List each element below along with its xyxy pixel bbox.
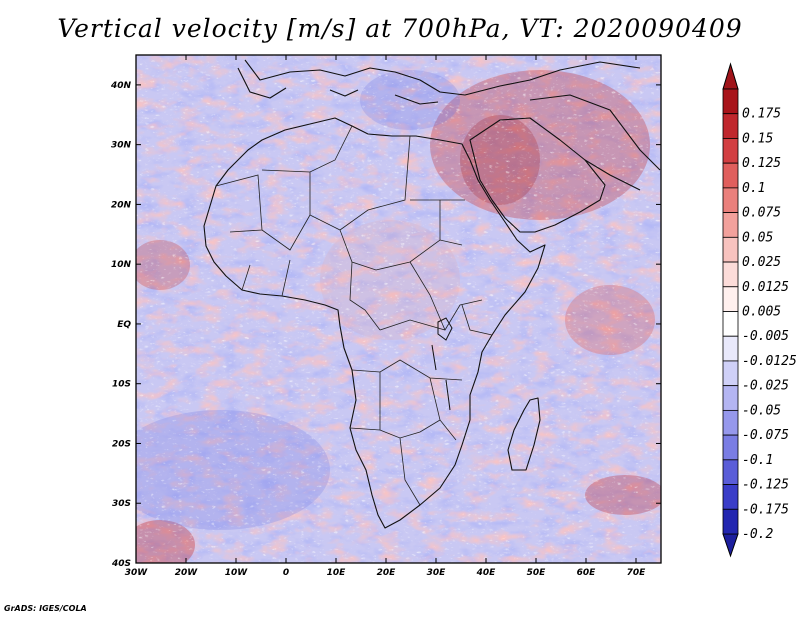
lon-tick-label: 40E — [476, 568, 497, 578]
colorbar-swatch — [722, 409, 739, 436]
colorbar-swatch — [722, 360, 739, 387]
colorbar-label: -0.1 — [742, 453, 773, 468]
lon-tick-label: 10W — [225, 568, 249, 578]
lon-tick-label: 10E — [327, 568, 347, 578]
colorbar-label: 0.175 — [742, 107, 781, 122]
colorbar-swatch — [722, 162, 739, 189]
colorbar-label: 0.005 — [742, 305, 781, 320]
lat-tick-label: 20N — [111, 200, 132, 210]
country-borders — [215, 125, 493, 506]
colorbar-swatch — [722, 311, 739, 337]
colorbar-label: 0.075 — [742, 206, 781, 221]
colorbar-swatch — [722, 459, 739, 485]
lon-tick-label: 70E — [627, 568, 647, 578]
lon-tick-label: 60E — [577, 568, 597, 578]
colorbar-swatch — [722, 113, 739, 139]
colorbar-top-arrow — [722, 62, 739, 90]
lakes — [431, 317, 453, 411]
colorbar-label: 0.125 — [742, 156, 781, 171]
colorbar-label: -0.2 — [742, 527, 773, 542]
lon-tick-label: 20E — [377, 568, 397, 578]
colorbar-label: -0.0125 — [742, 354, 797, 369]
colorbar-swatch — [722, 335, 739, 362]
lon-tick-label: 0 — [283, 568, 289, 578]
colorbar-label: 0.15 — [742, 131, 773, 146]
lat-tick-label: 10S — [112, 380, 131, 390]
colorbar-swatch — [722, 212, 739, 238]
colorbar-label: -0.05 — [742, 403, 781, 418]
lat-tick-label: 40N — [110, 81, 132, 91]
colorbar-label: 0.025 — [742, 255, 781, 270]
lat-tick-label: 40S — [111, 559, 131, 569]
colorbar-label: 0.05 — [742, 230, 773, 245]
colorbar-swatch — [722, 138, 739, 164]
lon-tick-label: 20W — [175, 568, 199, 578]
colorbar-label: 0.1 — [742, 181, 765, 196]
lat-tick-label: 20S — [112, 439, 131, 449]
colorbar-swatch — [722, 484, 739, 510]
colorbar: 0.175 0.15 0.125 0.1 0.075 0.05 0.025 0.0125 0.0… — [722, 62, 797, 558]
lon-tick-label: 30W — [125, 568, 149, 578]
colorbar-swatch — [722, 434, 739, 461]
colorbar-swatch — [722, 88, 739, 115]
colorbar-swatch — [722, 261, 739, 288]
colorbar-swatch — [722, 385, 739, 411]
lat-tick-label: 30N — [111, 141, 132, 151]
colorbar-label: 0.0125 — [742, 280, 789, 295]
lat-tick-label: 30S — [112, 499, 131, 509]
colorbar-swatch — [722, 187, 739, 214]
colorbar-label: -0.025 — [742, 379, 789, 394]
plot-frame — [135, 54, 662, 564]
lat-tick-label: 10N — [111, 260, 132, 270]
colorbar-swatch — [722, 508, 739, 535]
lon-tick-label: 30E — [427, 568, 447, 578]
colorbar-label: -0.125 — [742, 478, 789, 493]
colorbar-bottom-arrow — [722, 533, 739, 558]
coastlines — [203, 59, 661, 529]
lat-tick-label: EQ — [117, 320, 131, 330]
lon-tick-label: 50E — [527, 568, 547, 578]
colorbar-label: -0.075 — [742, 428, 789, 443]
colorbar-label: -0.175 — [742, 502, 789, 517]
colorbar-swatch — [722, 286, 739, 312]
colorbar-swatch — [722, 236, 739, 263]
colorbar-label: -0.005 — [742, 329, 789, 344]
velocity-field — [136, 55, 661, 563]
chart-title: Vertical velocity [m/s] at 700hPa, VT: 2… — [57, 14, 743, 43]
credit-label: GrADS: IGES/COLA — [4, 604, 87, 613]
